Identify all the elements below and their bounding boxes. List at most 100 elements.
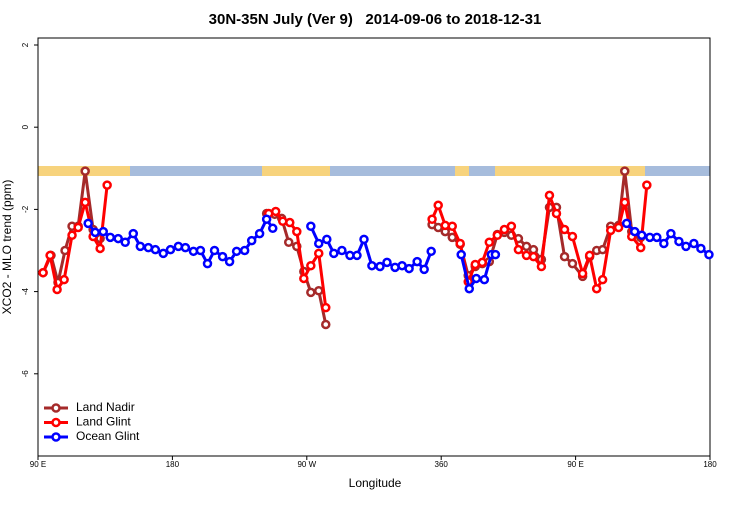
data-point	[158, 248, 169, 259]
data-point	[313, 286, 324, 296]
data-point	[224, 256, 235, 267]
data-point	[591, 283, 602, 294]
data-point	[45, 250, 55, 261]
data-point	[283, 237, 294, 248]
data-point	[329, 248, 339, 259]
data-point	[597, 274, 608, 285]
data-point	[484, 237, 495, 248]
legend-swatch-point	[51, 403, 61, 413]
ocean-band	[38, 166, 710, 176]
data-point	[306, 287, 316, 298]
data-point	[689, 238, 699, 249]
data-point	[659, 238, 669, 249]
land-band	[262, 166, 330, 176]
y-tick-label: -4	[21, 287, 30, 295]
y-tick-label: 0	[21, 124, 30, 129]
data-point	[135, 241, 146, 252]
data-point	[83, 218, 93, 229]
data-point	[666, 228, 676, 239]
data-point	[477, 257, 488, 268]
data-point	[456, 249, 466, 260]
data-point	[464, 283, 475, 294]
data-point	[261, 214, 272, 225]
data-point	[113, 233, 123, 244]
data-point	[306, 221, 316, 231]
data-point	[246, 235, 257, 246]
data-point	[80, 197, 90, 208]
x-axis-label: Longitude	[349, 476, 402, 490]
x-tick-label: 180	[166, 460, 180, 469]
data-point	[352, 250, 362, 261]
data-point	[180, 242, 191, 253]
data-point	[270, 206, 281, 217]
plot-frame	[37, 37, 711, 457]
data-point	[105, 232, 116, 243]
data-point	[433, 200, 443, 211]
data-point	[521, 241, 532, 252]
data-point	[95, 243, 105, 254]
data-point	[605, 225, 616, 236]
data-point	[404, 263, 414, 274]
chart-title: 30N-35N July (Ver 9) 2014-09-06 to 2018-…	[209, 11, 542, 28]
data-point	[268, 223, 278, 234]
data-point	[455, 238, 465, 249]
data-point	[637, 230, 647, 241]
data-point	[471, 273, 482, 284]
data-point	[674, 236, 684, 247]
data-point	[375, 261, 385, 272]
data-point	[447, 221, 458, 231]
land-band	[495, 166, 645, 176]
x-tick-label: 360	[435, 460, 449, 469]
data-point	[321, 319, 331, 330]
land-band	[455, 166, 469, 176]
data-point	[150, 244, 161, 255]
data-point	[528, 251, 539, 262]
data-point	[551, 208, 562, 219]
y-axis-label: XCO2 - MLO trend (ppm)	[0, 180, 14, 315]
data-point	[52, 284, 62, 295]
legend-swatch-point	[51, 432, 61, 442]
data-point	[427, 214, 437, 225]
data-point	[597, 244, 608, 255]
data-point	[313, 238, 324, 249]
data-point	[412, 256, 422, 267]
y-tick-label: -2	[21, 205, 30, 213]
data-point	[681, 241, 691, 252]
legend-label: Ocean Glint	[76, 429, 140, 443]
data-point	[635, 242, 646, 253]
data-point	[426, 246, 436, 257]
data-point	[285, 217, 295, 228]
data-point	[80, 166, 90, 176]
data-point	[513, 244, 524, 255]
data-point	[254, 228, 265, 239]
data-point	[217, 251, 228, 262]
data-point	[38, 267, 48, 278]
data-point	[619, 166, 630, 176]
data-point	[479, 274, 490, 285]
data-point	[195, 245, 206, 256]
data-point	[165, 244, 176, 255]
data-point	[506, 221, 517, 231]
data-point	[59, 274, 69, 285]
data-point	[567, 231, 578, 242]
data-point	[359, 234, 369, 245]
data-point	[209, 245, 220, 256]
data-point	[419, 264, 429, 275]
data-point	[490, 249, 501, 260]
data-point	[337, 245, 347, 256]
legend-label: Land Glint	[76, 415, 131, 429]
data-point	[629, 226, 640, 237]
y-tick-label: -6	[21, 370, 30, 378]
data-point	[559, 251, 570, 262]
data-point	[584, 250, 595, 261]
data-point	[98, 226, 109, 237]
data-point	[642, 180, 652, 190]
data-point	[559, 224, 570, 235]
x-tick-label: 90 E	[567, 460, 583, 469]
data-point	[299, 273, 309, 284]
data-point	[382, 257, 392, 268]
data-point	[621, 218, 632, 229]
data-point	[231, 246, 242, 257]
